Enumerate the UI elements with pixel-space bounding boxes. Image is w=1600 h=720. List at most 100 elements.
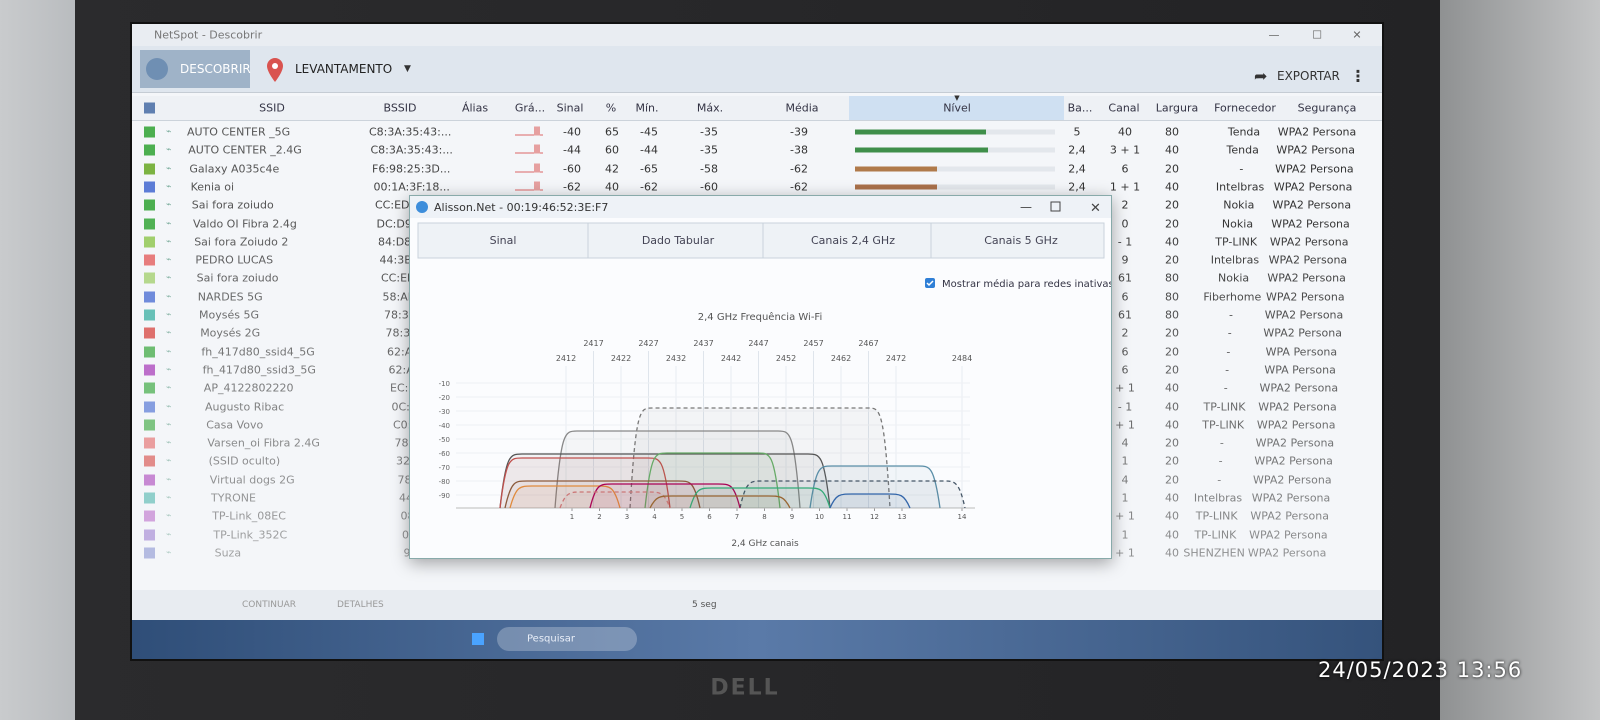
start-button[interactable]	[472, 633, 484, 645]
cell-width: 40	[1165, 143, 1179, 157]
row-checkbox[interactable]	[144, 126, 155, 138]
row-checkbox[interactable]	[144, 492, 155, 504]
level-bar	[855, 184, 937, 190]
cell-channel: 2	[1121, 198, 1129, 212]
wifi-icon: ⌁	[166, 401, 172, 412]
cell-width: 40	[1165, 381, 1179, 395]
tab[interactable]: Canais 5 GHz	[984, 234, 1058, 247]
row-checkbox[interactable]	[144, 272, 155, 284]
cell-security: WPA2 Persona	[1273, 180, 1353, 194]
cell-vendor: TP-LINK	[1195, 509, 1238, 523]
maximize[interactable]: ☐	[1312, 28, 1322, 42]
ssid: TP-Link_352C	[213, 528, 288, 542]
signal-graph-bar	[534, 181, 540, 191]
survey-dropdown[interactable]: ▼	[404, 64, 411, 74]
toolbar	[132, 46, 1382, 93]
cell-channel: 6	[1121, 162, 1129, 176]
row-checkbox[interactable]	[144, 364, 155, 376]
window-title: NetSpot - Descobrir	[154, 28, 263, 42]
ssid: Virtual dogs 2G	[209, 473, 295, 487]
cell-channel: 1	[1121, 491, 1129, 505]
ssid: AUTO CENTER _2.4G	[188, 143, 302, 157]
cell-max: -35	[700, 125, 718, 139]
row-checkbox[interactable]	[144, 346, 155, 358]
level-bar	[855, 129, 987, 135]
cell-vendor: Fiberhome	[1203, 290, 1262, 304]
row-checkbox[interactable]	[144, 419, 155, 431]
cell-pct: 40	[605, 180, 619, 194]
cell-channel: + 1	[1115, 509, 1135, 523]
row-checkbox[interactable]	[144, 455, 155, 467]
cell-security: WPA2 Persona	[1272, 198, 1352, 212]
row-checkbox[interactable]	[144, 254, 155, 266]
ssid: Moysés 5G	[199, 308, 259, 322]
network-curve	[829, 493, 911, 509]
row-checkbox[interactable]	[144, 547, 155, 559]
cell-vendor: TP-LINK	[1194, 528, 1237, 542]
cell-channel: + 1	[1115, 381, 1135, 395]
chart-title: 2,4 GHz Frequência Wi-Fi	[698, 311, 822, 323]
wifi-icon: ⌁	[166, 236, 172, 247]
tab[interactable]: Dado Tabular	[642, 234, 715, 247]
cell-channel: 2	[1121, 326, 1129, 340]
column-header: Segurança	[1297, 101, 1357, 115]
row-checkbox[interactable]	[144, 327, 155, 339]
cell-vendor: -	[1218, 454, 1223, 468]
row-checkbox[interactable]	[144, 309, 155, 321]
cell-pct: 65	[605, 125, 619, 139]
popup-maximize[interactable]	[1050, 201, 1061, 212]
row-checkbox[interactable]	[144, 163, 155, 175]
cell-vendor: -	[1226, 345, 1231, 359]
cell-channel: 61	[1118, 308, 1132, 322]
row-checkbox[interactable]	[144, 401, 155, 412]
column-header: Sinal	[556, 101, 584, 115]
menu[interactable]: ⋮	[1350, 66, 1366, 86]
row-checkbox[interactable]	[144, 291, 155, 303]
y-tick-label: -30	[439, 408, 450, 416]
row-checkbox[interactable]	[144, 382, 155, 394]
network-popup: — ✕ Alisson.Net - 00:19:46:52:3E:F7 Sinal…	[409, 195, 1114, 559]
select-all[interactable]	[144, 102, 155, 114]
row-checkbox[interactable]	[144, 236, 155, 248]
tab[interactable]: Sinal	[490, 234, 517, 247]
row-checkbox[interactable]	[144, 474, 155, 486]
cell-min: -44	[640, 143, 658, 157]
wifi-icon: ⌁	[166, 529, 172, 540]
search-box[interactable]	[497, 627, 637, 651]
cell-channel: 0	[1121, 217, 1129, 230]
tab[interactable]: Canais 2,4 GHz	[811, 234, 895, 247]
row-checkbox[interactable]	[144, 181, 155, 193]
close[interactable]: ✕	[1352, 28, 1362, 42]
row-checkbox[interactable]	[144, 529, 155, 541]
cell-security: WPA2 Persona	[1263, 326, 1342, 340]
row-checkbox[interactable]	[144, 218, 155, 229]
interval-select[interactable]: 5 seg	[692, 600, 717, 610]
row-checkbox[interactable]	[144, 437, 155, 449]
survey-label[interactable]: LEVANTAMENTO	[295, 62, 393, 76]
ssid: Sai fora Zoiudo 2	[194, 235, 289, 249]
photo-timestamp: 24/05/2023 13:56	[1318, 658, 1523, 682]
cell-width: 40	[1165, 509, 1179, 523]
ssid: PEDRO LUCAS	[195, 253, 274, 267]
wifi-icon: ⌁	[166, 547, 172, 558]
bssid: C8:3A:35:43:...	[370, 143, 453, 157]
cell-vendor: -	[1219, 436, 1224, 450]
row-checkbox[interactable]	[144, 199, 155, 211]
popup-minimize[interactable]: —	[1020, 200, 1032, 214]
row-checkbox[interactable]	[144, 144, 155, 156]
signal-graph-bar	[534, 126, 540, 136]
cell-channel: - 1	[1117, 400, 1133, 413]
export-label[interactable]: EXPORTAR	[1277, 69, 1340, 83]
cell-signal: -40	[563, 125, 581, 139]
details-button[interactable]: DETALHES	[337, 600, 384, 610]
minimize[interactable]: —	[1268, 28, 1280, 42]
popup-close[interactable]: ✕	[1090, 201, 1101, 216]
cell-security: WPA2 Persona	[1256, 418, 1336, 432]
row-checkbox[interactable]	[144, 510, 155, 522]
discover-label[interactable]: DESCOBRIR	[180, 62, 251, 76]
cell-security: WPA2 Persona	[1266, 290, 1345, 304]
wifi-icon: ⌁	[166, 493, 172, 503]
channel-label: 8	[762, 513, 766, 521]
level-header-sorted	[849, 96, 1064, 120]
continue-button[interactable]: CONTINUAR	[242, 600, 296, 610]
